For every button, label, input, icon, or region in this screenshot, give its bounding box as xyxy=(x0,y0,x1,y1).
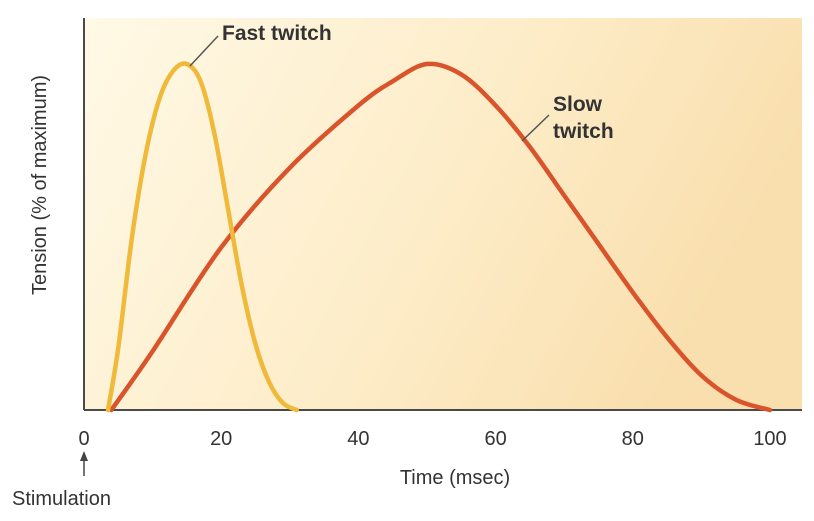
series-line-slow-twitch xyxy=(109,61,773,413)
y-axis-title: Tension (% of maximum) xyxy=(29,75,51,295)
slow-twitch-leader-line xyxy=(521,114,550,142)
series-line-fast-twitch xyxy=(105,61,299,413)
stimulation-label: Stimulation xyxy=(12,488,111,510)
x-tick-label: 80 xyxy=(622,428,644,450)
series-label-line: twitch xyxy=(553,120,614,143)
series-label-slow-twitch: Slow twitch xyxy=(553,93,614,143)
x-axis-title: Time (msec) xyxy=(400,467,510,489)
series-label-line: Slow xyxy=(553,93,603,116)
x-tick-label: 20 xyxy=(210,428,232,450)
x-tick-label: 100 xyxy=(753,428,786,450)
x-tick-label: 60 xyxy=(484,428,506,450)
stimulation-arrow-head-icon xyxy=(80,451,88,461)
plot-background xyxy=(84,18,802,410)
x-tick-label: 40 xyxy=(347,428,369,450)
fast-twitch-leader-line xyxy=(189,35,219,67)
series-label-fast-twitch: Fast twitch xyxy=(222,22,332,45)
x-tick-label: 0 xyxy=(78,428,89,450)
